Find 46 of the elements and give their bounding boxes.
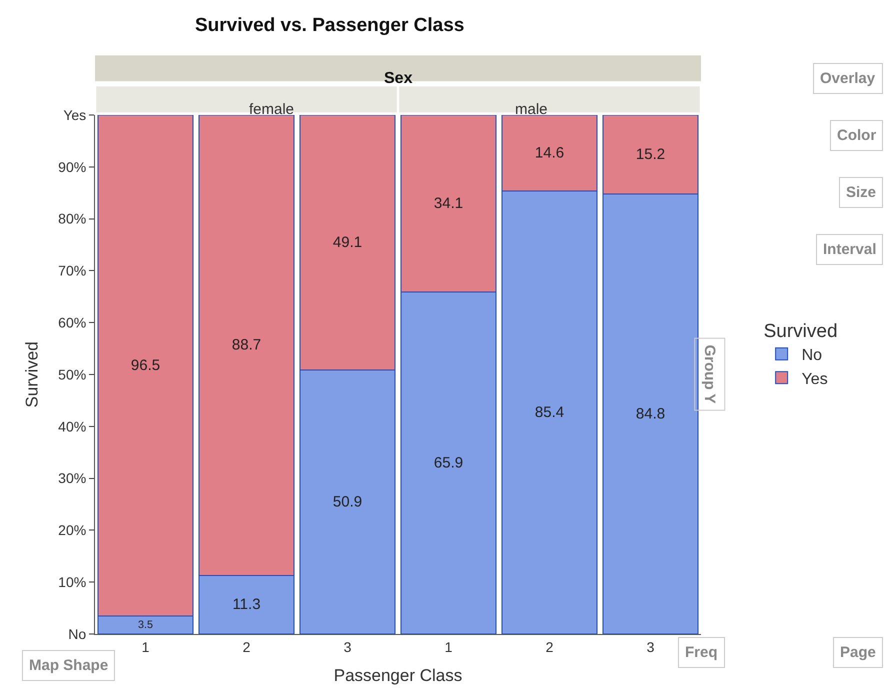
data-label: 65.9 bbox=[434, 454, 464, 472]
y-tick-label: 20% bbox=[58, 522, 86, 538]
x-tick-label: 1 bbox=[444, 638, 453, 655]
annotation: male bbox=[515, 101, 548, 118]
legend-label: No bbox=[802, 347, 822, 364]
text: Interval bbox=[823, 241, 876, 258]
y-tick-label: 10% bbox=[58, 574, 86, 590]
y-tick-label: 30% bbox=[58, 470, 86, 486]
y-tick-label: 70% bbox=[58, 262, 86, 279]
data-label: 15.2 bbox=[636, 146, 666, 163]
y-tick-label: 50% bbox=[58, 366, 86, 382]
text: Group Y bbox=[701, 344, 718, 404]
x-axis-title: Passenger Class bbox=[334, 666, 462, 686]
text: Freq bbox=[685, 644, 718, 661]
data-label: 88.7 bbox=[232, 336, 262, 354]
x-tick-label: 3 bbox=[344, 638, 352, 655]
y-tick-label: 40% bbox=[58, 418, 86, 434]
data-label: 50.9 bbox=[332, 493, 362, 510]
y-tick-label: 80% bbox=[58, 210, 86, 227]
text: Map Shape bbox=[29, 657, 108, 674]
x-tick-label: 2 bbox=[546, 638, 554, 655]
y-tick-label: 90% bbox=[58, 158, 86, 175]
text: Color bbox=[837, 127, 876, 144]
chart-subtitle: Sex bbox=[384, 70, 413, 87]
data-label: 84.8 bbox=[636, 405, 666, 422]
data-label: 11.3 bbox=[232, 596, 261, 614]
data-label: 85.4 bbox=[534, 404, 564, 421]
y-tick-label: No bbox=[68, 626, 86, 642]
data-label: 34.1 bbox=[434, 194, 464, 212]
text: Page bbox=[840, 644, 876, 661]
text: Size bbox=[846, 184, 876, 201]
y-axis-title: Survived bbox=[22, 341, 42, 408]
annotation: female bbox=[249, 101, 294, 118]
y-tick-label: Yes bbox=[63, 106, 86, 123]
legend-label: Yes bbox=[802, 370, 828, 388]
legend-title: Survived bbox=[764, 320, 838, 342]
data-label: 49.1 bbox=[332, 234, 362, 251]
data-label: 14.6 bbox=[534, 144, 564, 162]
x-tick-label: 3 bbox=[646, 638, 655, 655]
chart-title: Survived vs. Passenger Class bbox=[195, 14, 464, 36]
x-tick-label: 1 bbox=[142, 638, 150, 655]
data-label: 96.5 bbox=[130, 356, 160, 374]
text: Overlay bbox=[820, 70, 876, 87]
y-tick-label: 60% bbox=[58, 314, 86, 330]
x-tick-label: 2 bbox=[242, 638, 251, 655]
data-label: 3.5 bbox=[138, 619, 153, 632]
